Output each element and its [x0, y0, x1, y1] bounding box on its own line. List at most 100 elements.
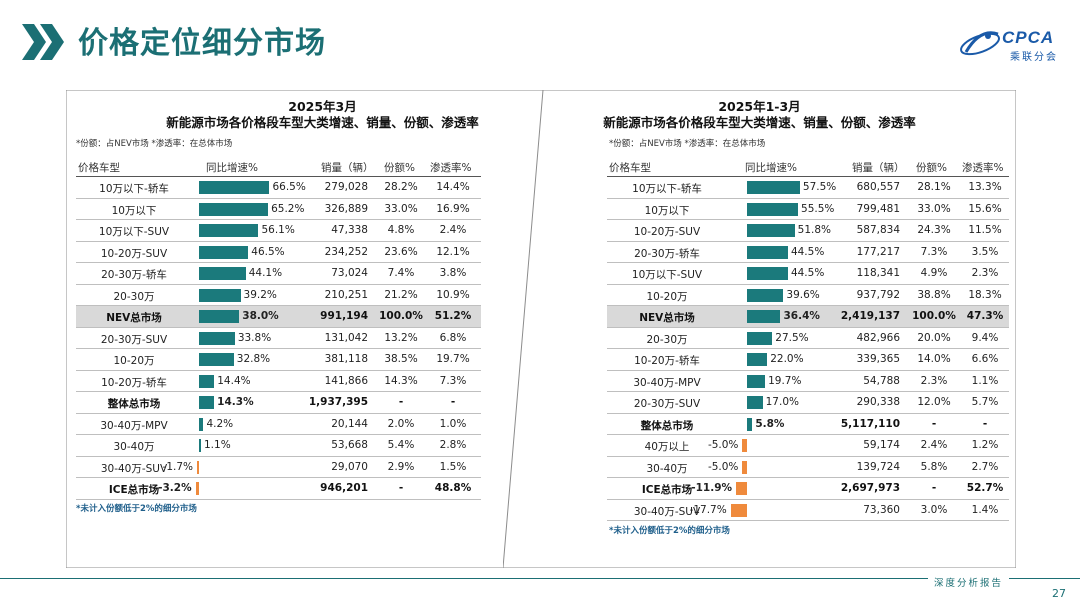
growth-label: 38.0% [242, 310, 279, 322]
col-header-growth: 同比增速% [745, 162, 797, 174]
table-row: 10-20万-SUV 51.8% 587,834 24.3% 11.5% [607, 220, 1009, 242]
growth-bar [199, 331, 235, 345]
sales-value: 381,118 [324, 353, 368, 365]
growth-label: 5.8% [755, 417, 785, 430]
panel-note: *份额：占NEV市场 *渗透率：在总体市场 [609, 139, 766, 149]
share-value: 14.3% [384, 374, 418, 387]
penetration-value: 2.4% [439, 224, 467, 236]
table-row: 20-30万-SUV 17.0% 290,338 12.0% 5.7% [607, 392, 1009, 414]
row-separator [76, 283, 481, 285]
sales-value: 73,360 [863, 503, 900, 516]
share-value: 12.0% [917, 396, 951, 408]
growth-label: 66.5% [272, 181, 306, 193]
growth-label: -3.2% [158, 482, 192, 494]
share-value: 38.5% [384, 353, 418, 365]
row-separator [607, 434, 1009, 435]
growth-label: 14.4% [217, 374, 251, 387]
growth-label: 65.2% [271, 202, 305, 215]
row-separator [76, 412, 481, 414]
table-row: 10万以下 65.2% 326,889 33.0% 16.9% [76, 199, 481, 220]
share-value: 21.2% [384, 288, 418, 301]
table-row: 30-40万-SUV -1.7% 29,070 2.9% 1.5% [76, 457, 481, 478]
panel-q1-2025: 2025年1-3月 新能源市场各价格段车型大类增速、销量、份额、渗透率 *份额：… [503, 90, 1016, 568]
row-separator [76, 326, 481, 328]
table-row: 30-40万-SUV -17.7% 73,360 3.0% 1.4% [607, 500, 1009, 521]
segment-name: 10万以下-SUV [631, 269, 703, 281]
row-separator [607, 219, 1009, 220]
row-separator [607, 477, 1009, 478]
footer-text: 深度分析报告 [928, 575, 1010, 589]
sales-value: 2,697,973 [840, 482, 900, 494]
row-separator [607, 498, 1009, 500]
row-separator [607, 369, 1009, 371]
growth-label: 14.3% [217, 396, 254, 408]
segment-name: 10-20万-轿车 [101, 376, 167, 389]
table-row: NEV总市场 38.0% 991,194 100.0% 51.2% [76, 306, 481, 328]
penetration-value: 12.1% [436, 245, 470, 258]
panel-title: 2025年3月 [288, 99, 357, 114]
table-row: 10万以下 55.5% 799,481 33.0% 15.6% [607, 199, 1009, 220]
panel-note: *份额：占NEV市场 *渗透率：在总体市场 [76, 139, 233, 149]
growth-bar [199, 245, 249, 259]
share-value: 100.0% [379, 310, 423, 322]
growth-bar [730, 503, 747, 517]
sales-value: 29,070 [331, 460, 368, 473]
sales-value: 139,724 [856, 460, 900, 473]
table-row: 20-30万 39.2% 210,251 21.2% 10.9% [76, 285, 481, 306]
penetration-value: 3.8% [439, 267, 467, 279]
penetration-value: 9.4% [971, 331, 999, 344]
logo-text: CPCA [1002, 28, 1055, 47]
segment-name: 10-20万-SUV [633, 226, 701, 238]
row-separator [76, 369, 481, 371]
penetration-value: 1.2% [971, 439, 999, 451]
panel-subtitle: 新能源市场各价格段车型大类增速、销量、份额、渗透率 [603, 115, 916, 130]
growth-bar [197, 460, 199, 474]
table-row: 10万以下-轿车 66.5% 279,028 28.2% 14.4% [76, 177, 481, 199]
growth-label: 44.5% [790, 267, 825, 279]
segment-name: 30-40万-MPV [100, 419, 168, 432]
segment-name: 10-20万-SUV [100, 247, 168, 260]
sales-value: 47,338 [331, 224, 368, 236]
row-separator [76, 197, 481, 199]
growth-label: 44.5% [790, 245, 825, 258]
growth-label: 4.2% [206, 417, 234, 430]
segment-name: 10万以下-轿车 [99, 183, 169, 195]
growth-bar [747, 245, 788, 259]
share-value: - [398, 482, 404, 494]
growth-label: 19.7% [768, 374, 802, 387]
penetration-value: 1.1% [971, 374, 999, 387]
segment-name: 30-40万 [646, 462, 688, 475]
growth-bar [747, 396, 763, 409]
growth-bar [199, 396, 215, 409]
sales-value: 177,217 [856, 245, 900, 258]
growth-bar [199, 417, 204, 431]
share-value: - [931, 482, 937, 494]
growth-bar [199, 267, 246, 280]
row-separator [76, 305, 481, 306]
footer-divider [0, 578, 1080, 579]
growth-bar [747, 202, 799, 216]
sales-value: 339,365 [856, 353, 900, 365]
growth-bar [747, 267, 788, 280]
table-row: 20-30万-SUV 33.8% 131,042 13.2% 6.8% [76, 328, 481, 349]
sales-value: 141,866 [324, 374, 368, 387]
growth-label: 17.0% [765, 396, 799, 408]
table-row: 10-20万-轿车 14.4% 141,866 14.3% 7.3% [76, 371, 481, 392]
cpca-logo-icon [960, 31, 1000, 56]
penetration-value: 15.6% [968, 202, 1002, 215]
col-header-penetration: 渗透率% [962, 162, 1004, 174]
row-separator [76, 348, 481, 349]
growth-bar [747, 417, 753, 431]
sales-value: 482,966 [856, 331, 900, 344]
growth-bar [199, 310, 240, 323]
growth-bar [747, 310, 781, 323]
col-header-segment: 价格车型 [609, 162, 651, 174]
segment-name: ICE总市场 [108, 484, 160, 496]
growth-label: 56.1% [261, 224, 295, 236]
table-row: 10-20万 39.6% 937,792 38.8% 18.3% [607, 285, 1009, 306]
row-separator [76, 477, 481, 478]
row-separator [607, 283, 1009, 285]
table-row: ICE总市场 -3.2% 946,201 - 48.8% [76, 478, 481, 500]
share-value: 28.2% [384, 181, 418, 193]
penetration-value: 52.7% [966, 482, 1004, 494]
